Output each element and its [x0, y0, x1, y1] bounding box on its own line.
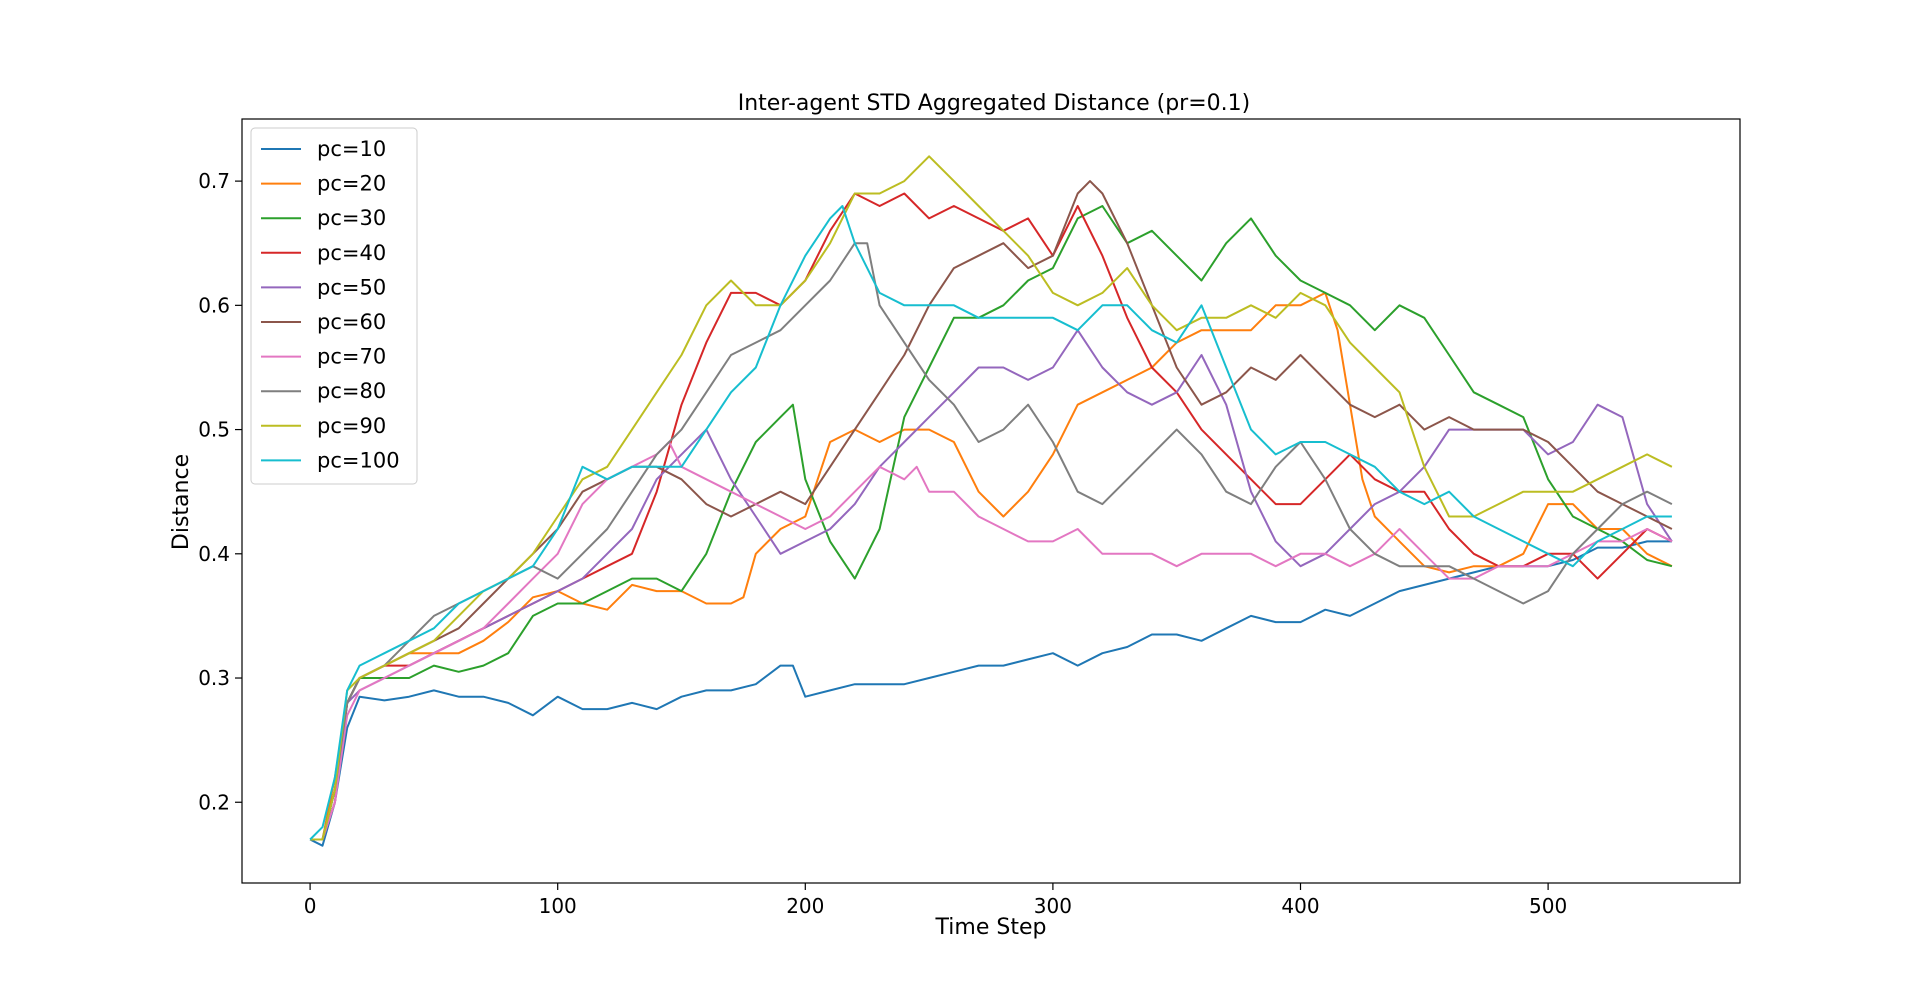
y-tick-label: 0.2	[198, 790, 230, 814]
x-tick-label: 200	[786, 894, 824, 918]
y-tick-label: 0.5	[198, 418, 230, 442]
legend-label: pc=50	[317, 275, 386, 299]
legend-box	[250, 127, 418, 485]
series-line-pc-10	[309, 540, 1672, 847]
legend-label: pc=20	[317, 172, 386, 196]
legend-label: pc=70	[317, 345, 386, 369]
legend-label: pc=80	[317, 379, 386, 403]
x-axis-ticks: 0 100 200 300 400 500	[304, 883, 1567, 918]
x-tick-label: 0	[304, 894, 317, 918]
legend-label: pc=100	[317, 448, 400, 472]
x-tick-label: 100	[539, 894, 577, 918]
series-line-pc-70	[310, 441, 1673, 841]
x-tick-label: 400	[1281, 894, 1319, 918]
legend-label: pc=90	[317, 414, 386, 438]
legend-label: pc=40	[317, 241, 386, 265]
legend: pc=10 pc=20 pc=30 pc=40 pc=50 pc=60 pc=70 pc=80…	[250, 127, 418, 485]
plot-area-frame	[241, 118, 1741, 884]
y-tick-label: 0.3	[198, 666, 230, 690]
series-line-pc-60	[310, 180, 1673, 841]
y-tick-label: 0.6	[198, 293, 230, 317]
x-axis-label: Time Step	[935, 915, 1047, 940]
legend-label: pc=10	[317, 137, 386, 161]
x-tick-label: 500	[1529, 894, 1567, 918]
y-axis-ticks: 0.2 0.3 0.4 0.5 0.6 0.7	[198, 169, 242, 814]
legend-label: pc=30	[317, 206, 386, 230]
series-line-pc-30	[310, 205, 1673, 841]
legend-label: pc=60	[317, 310, 386, 334]
series-line-pc-50	[310, 329, 1673, 841]
series-line-pc-100	[309, 205, 1672, 841]
y-tick-label: 0.7	[198, 169, 230, 193]
chart-title: Inter-agent STD Aggregated Distance (pr=…	[738, 91, 1250, 116]
x-tick-label: 300	[1034, 894, 1072, 918]
y-axis-label: Distance	[169, 454, 194, 550]
series-line-pc-20	[310, 291, 1673, 841]
y-tick-label: 0.4	[198, 542, 230, 566]
plot-lines	[309, 155, 1673, 847]
